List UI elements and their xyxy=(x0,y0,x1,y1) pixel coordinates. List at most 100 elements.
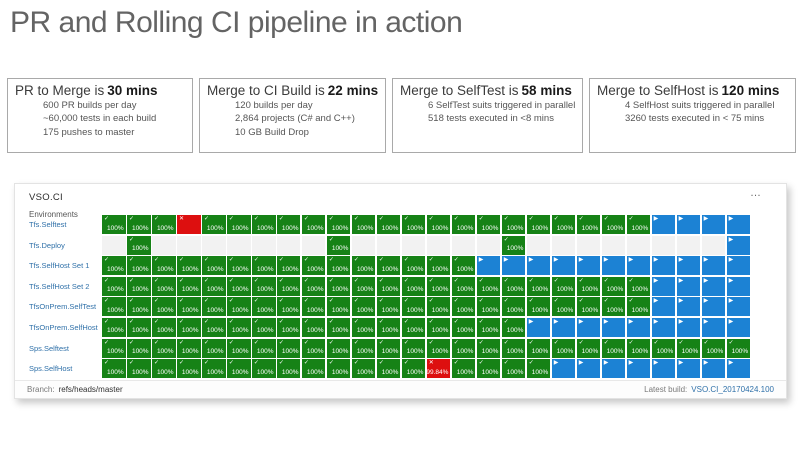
pipeline-cell-success[interactable]: ✓ 100% xyxy=(151,256,176,276)
pipeline-cell-success[interactable]: ✓ 100% xyxy=(151,297,176,317)
environment-link[interactable]: Tfs.SelfHost Set 1 xyxy=(29,261,90,271)
pipeline-cell-running[interactable]: ▶ xyxy=(701,256,726,276)
pipeline-cell-success[interactable]: ✓ 100% xyxy=(401,297,426,317)
environment-link[interactable]: Tfs.SelfHost Set 2 xyxy=(29,281,90,291)
pipeline-cell-success[interactable]: ✓ 100% xyxy=(501,215,526,234)
pipeline-cell-success[interactable]: ✓ 100% xyxy=(176,359,201,379)
environment-link[interactable]: TfsOnPrem.SelfTest xyxy=(29,302,97,312)
pipeline-cell-success[interactable]: ✓ 100% xyxy=(176,317,201,337)
pipeline-cell-success[interactable]: ✓ 100% xyxy=(176,276,201,296)
pipeline-cell-success[interactable]: ✓ 100% xyxy=(626,297,651,317)
pipeline-cell-success[interactable]: ✓ 100% xyxy=(201,276,226,296)
pipeline-cell-running[interactable]: ▶ xyxy=(726,297,751,317)
pipeline-cell-success[interactable]: ✓ 100% xyxy=(401,338,426,358)
pipeline-cell-success[interactable]: ✓ 100% xyxy=(726,338,751,358)
pipeline-cell-success[interactable]: ✓ 100% xyxy=(401,317,426,337)
pipeline-cell-success[interactable]: ✓ 100% xyxy=(426,338,451,358)
pipeline-cell-success[interactable]: ✓ 100% xyxy=(451,359,476,379)
ellipsis-menu-icon[interactable]: … xyxy=(750,187,762,199)
pipeline-cell-success[interactable]: ✓ 100% xyxy=(576,215,601,234)
pipeline-cell-success[interactable]: ✓ 100% xyxy=(301,359,326,379)
pipeline-cell-success[interactable]: ✓ 100% xyxy=(576,297,601,317)
pipeline-cell-success[interactable]: ✓ 100% xyxy=(126,297,151,317)
pipeline-cell-success[interactable]: ✓ 100% xyxy=(501,276,526,296)
pipeline-cell-success[interactable]: ✓ 100% xyxy=(301,215,326,234)
pipeline-cell-success[interactable]: ✓ 100% xyxy=(126,235,151,255)
pipeline-cell-running[interactable]: ▶ xyxy=(576,317,601,337)
pipeline-cell-success[interactable]: ✓ 100% xyxy=(351,338,376,358)
pipeline-cell-failed[interactable]: ✕ xyxy=(176,215,201,234)
pipeline-cell-success[interactable]: ✓ 100% xyxy=(102,297,126,317)
pipeline-cell-success[interactable]: ✓ 100% xyxy=(351,317,376,337)
pipeline-cell-running[interactable]: ▶ xyxy=(676,359,701,379)
pipeline-cell-success[interactable]: ✓ 100% xyxy=(451,256,476,276)
pipeline-cell-success[interactable]: ✓ 100% xyxy=(676,338,701,358)
pipeline-cell-success[interactable]: ✓ 100% xyxy=(251,276,276,296)
pipeline-cell-success[interactable]: ✓ 100% xyxy=(526,276,551,296)
pipeline-cell-success[interactable]: ✓ 100% xyxy=(426,276,451,296)
pipeline-cell-success[interactable]: ✓ 100% xyxy=(201,317,226,337)
environment-link[interactable]: Tfs.Deploy xyxy=(29,240,65,250)
pipeline-cell-success[interactable]: ✓ 100% xyxy=(276,256,301,276)
pipeline-cell-success[interactable]: ✓ 100% xyxy=(301,297,326,317)
pipeline-cell-success[interactable]: ✓ 100% xyxy=(251,338,276,358)
pipeline-cell-success[interactable]: ✓ 100% xyxy=(401,359,426,379)
pipeline-cell-success[interactable]: ✓ 100% xyxy=(476,276,501,296)
pipeline-cell-success[interactable]: ✓ 100% xyxy=(476,317,501,337)
pipeline-cell-running[interactable]: ▶ xyxy=(701,317,726,337)
pipeline-cell-success[interactable]: ✓ 100% xyxy=(376,215,401,234)
pipeline-cell-success[interactable]: ✓ 100% xyxy=(351,256,376,276)
pipeline-cell-success[interactable]: ✓ 100% xyxy=(426,297,451,317)
pipeline-cell-success[interactable]: ✓ 100% xyxy=(276,338,301,358)
pipeline-cell-success[interactable]: ✓ 100% xyxy=(251,256,276,276)
pipeline-cell-running[interactable]: ▶ xyxy=(551,359,576,379)
pipeline-cell-running[interactable]: ▶ xyxy=(726,256,751,276)
environment-link[interactable]: TfsOnPrem.SelfHost xyxy=(29,322,98,332)
pipeline-cell-success[interactable]: ✓ 100% xyxy=(476,297,501,317)
pipeline-cell-success[interactable]: ✓ 100% xyxy=(326,338,351,358)
pipeline-cell-success[interactable]: ✓ 100% xyxy=(326,297,351,317)
pipeline-cell-running[interactable]: ▶ xyxy=(701,215,726,234)
pipeline-cell-success[interactable]: ✓ 100% xyxy=(102,317,126,337)
pipeline-cell-running[interactable]: ▶ xyxy=(601,256,626,276)
pipeline-cell-success[interactable]: ✓ 100% xyxy=(376,256,401,276)
pipeline-cell-success[interactable]: ✓ 100% xyxy=(501,338,526,358)
pipeline-cell-success[interactable]: ✓ 100% xyxy=(126,256,151,276)
pipeline-cell-success[interactable]: ✓ 100% xyxy=(201,359,226,379)
pipeline-cell-running[interactable]: ▶ xyxy=(526,317,551,337)
pipeline-cell-success[interactable]: ✓ 100% xyxy=(601,276,626,296)
pipeline-cell-success[interactable]: ✓ 100% xyxy=(501,297,526,317)
pipeline-cell-running[interactable]: ▶ xyxy=(726,359,751,379)
pipeline-cell-success[interactable]: ✓ 100% xyxy=(626,338,651,358)
pipeline-cell-running[interactable]: ▶ xyxy=(551,256,576,276)
pipeline-cell-success[interactable]: ✓ 100% xyxy=(326,276,351,296)
pipeline-cell-running[interactable]: ▶ xyxy=(676,317,701,337)
pipeline-cell-success[interactable]: ✓ 100% xyxy=(526,215,551,234)
pipeline-cell-success[interactable]: ✓ 100% xyxy=(476,215,501,234)
pipeline-cell-success[interactable]: ✓ 100% xyxy=(451,338,476,358)
pipeline-cell-success[interactable]: ✓ 100% xyxy=(376,317,401,337)
pipeline-cell-success[interactable]: ✓ 100% xyxy=(351,359,376,379)
pipeline-cell-success[interactable]: ✓ 100% xyxy=(201,297,226,317)
pipeline-cell-success[interactable]: ✓ 100% xyxy=(426,256,451,276)
pipeline-cell-success[interactable]: ✓ 100% xyxy=(251,297,276,317)
pipeline-cell-running[interactable]: ▶ xyxy=(651,317,676,337)
pipeline-cell-running[interactable]: ▶ xyxy=(626,256,651,276)
pipeline-cell-success[interactable]: ✓ 100% xyxy=(126,338,151,358)
pipeline-cell-success[interactable]: ✓ 100% xyxy=(576,276,601,296)
pipeline-cell-success[interactable]: ✓ 100% xyxy=(226,256,251,276)
pipeline-cell-success[interactable]: ✓ 100% xyxy=(276,359,301,379)
pipeline-cell-success[interactable]: ✓ 100% xyxy=(102,276,126,296)
pipeline-cell-success[interactable]: ✓ 100% xyxy=(551,276,576,296)
pipeline-cell-success[interactable]: ✓ 100% xyxy=(526,338,551,358)
pipeline-cell-success[interactable]: ✓ 100% xyxy=(151,276,176,296)
pipeline-cell-success[interactable]: ✓ 100% xyxy=(201,256,226,276)
pipeline-cell-success[interactable]: ✓ 100% xyxy=(526,297,551,317)
pipeline-cell-success[interactable]: ✓ 100% xyxy=(551,215,576,234)
pipeline-cell-running[interactable]: ▶ xyxy=(651,256,676,276)
pipeline-cell-running[interactable]: ▶ xyxy=(526,256,551,276)
pipeline-cell-success[interactable]: ✓ 100% xyxy=(151,359,176,379)
pipeline-cell-running[interactable]: ▶ xyxy=(551,317,576,337)
pipeline-cell-success[interactable]: ✓ 100% xyxy=(626,215,651,234)
pipeline-cell-running[interactable]: ▶ xyxy=(676,276,701,296)
